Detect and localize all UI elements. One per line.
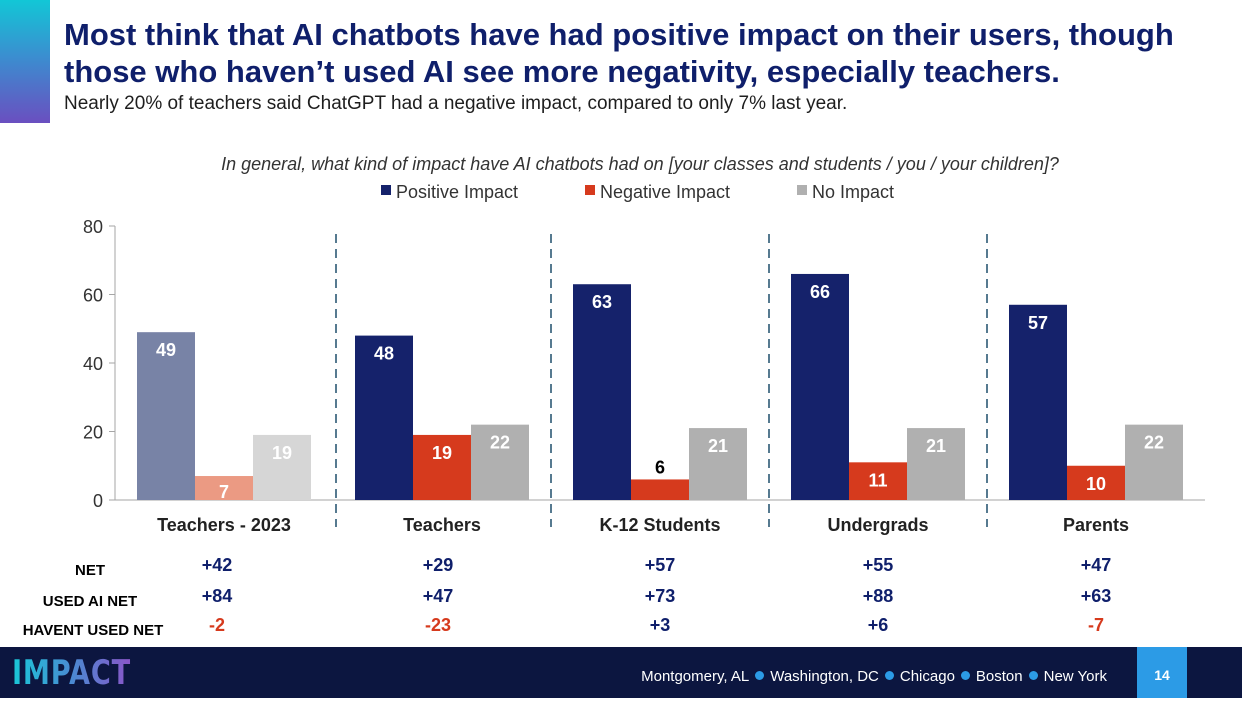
y-tick-label: 0 bbox=[93, 491, 103, 511]
net-value: -23 bbox=[425, 615, 451, 635]
data-label: 10 bbox=[1086, 474, 1106, 494]
data-label: 63 bbox=[592, 292, 612, 312]
net-value: +63 bbox=[1081, 586, 1112, 606]
bar bbox=[573, 284, 631, 500]
data-label: 7 bbox=[219, 482, 229, 502]
bar bbox=[1125, 424, 1183, 500]
data-label: 21 bbox=[926, 436, 946, 456]
impact-chart: In general, what kind of impact have AI … bbox=[23, 154, 1205, 639]
bar bbox=[791, 273, 849, 500]
net-value: +57 bbox=[645, 555, 676, 575]
bullet-dot-icon bbox=[960, 671, 970, 680]
net-row-label: USED AI NET bbox=[43, 593, 137, 610]
location-item: Boston bbox=[975, 668, 1023, 685]
legend-swatch bbox=[797, 185, 807, 195]
category-label: K-12 Students bbox=[599, 515, 720, 535]
page-number: 14 bbox=[1137, 647, 1187, 698]
data-label: 11 bbox=[868, 470, 887, 490]
net-value: +29 bbox=[423, 555, 454, 575]
net-row-label: HAVENT USED NET bbox=[23, 622, 164, 639]
bar bbox=[849, 462, 907, 500]
data-label: 22 bbox=[490, 433, 510, 453]
bar bbox=[253, 434, 311, 500]
net-value: +88 bbox=[863, 586, 894, 606]
data-label: 48 bbox=[374, 344, 394, 364]
y-tick-label: 20 bbox=[83, 423, 103, 443]
category-label: Undergrads bbox=[827, 515, 928, 535]
impact-logo: IMPACT bbox=[12, 653, 131, 693]
data-label: 49 bbox=[156, 340, 176, 360]
data-label: 19 bbox=[272, 443, 292, 463]
net-value: +42 bbox=[202, 555, 233, 575]
location-item: Washington, DC bbox=[770, 668, 879, 685]
location-item: Montgomery, AL bbox=[641, 668, 750, 685]
chart-question: In general, what kind of impact have AI … bbox=[221, 154, 1059, 174]
bullet-dot-icon bbox=[884, 671, 894, 680]
bar bbox=[907, 428, 965, 500]
y-tick-label: 80 bbox=[83, 217, 103, 237]
data-label: 57 bbox=[1028, 313, 1048, 333]
net-value: +73 bbox=[645, 586, 676, 606]
net-value: +3 bbox=[650, 615, 671, 635]
bar bbox=[471, 424, 529, 500]
net-row-label: NET bbox=[75, 562, 105, 579]
category-label: Parents bbox=[1063, 515, 1129, 535]
net-value: +6 bbox=[868, 615, 889, 635]
net-value: +84 bbox=[202, 586, 233, 606]
net-value: +47 bbox=[1081, 555, 1112, 575]
bullet-dot-icon bbox=[1028, 671, 1038, 680]
net-value: +55 bbox=[863, 555, 894, 575]
net-value: -2 bbox=[209, 615, 225, 635]
bar bbox=[689, 428, 747, 500]
legend-swatch bbox=[381, 185, 391, 195]
bar bbox=[137, 332, 195, 500]
net-value: +47 bbox=[423, 586, 454, 606]
accent-bar bbox=[0, 0, 50, 123]
location-item: New York bbox=[1043, 668, 1107, 685]
data-label: 21 bbox=[708, 436, 728, 456]
bar bbox=[195, 476, 253, 500]
category-label: Teachers bbox=[403, 515, 481, 535]
bar bbox=[1009, 304, 1067, 500]
category-label: Teachers - 2023 bbox=[157, 515, 291, 535]
data-label: 19 bbox=[432, 443, 452, 463]
y-tick-label: 40 bbox=[83, 354, 103, 374]
slide-title: Most think that AI chatbots have had pos… bbox=[64, 17, 1174, 89]
slide-subtitle: Nearly 20% of teachers said ChatGPT had … bbox=[64, 93, 848, 114]
legend-label: Positive Impact bbox=[396, 182, 518, 202]
net-value: -7 bbox=[1088, 615, 1104, 635]
bar bbox=[631, 479, 689, 500]
data-label: 6 bbox=[655, 457, 665, 477]
legend-label: No Impact bbox=[812, 182, 894, 202]
bar bbox=[413, 434, 471, 500]
legend-label: Negative Impact bbox=[600, 182, 730, 202]
office-locations: Montgomery, AL Washington, DC Chicago Bosto… bbox=[641, 668, 1107, 685]
location-item: Chicago bbox=[899, 668, 955, 685]
bar bbox=[355, 335, 413, 500]
bullet-dot-icon bbox=[755, 671, 765, 680]
data-label: 66 bbox=[810, 282, 830, 302]
bar bbox=[1067, 465, 1125, 500]
data-label: 22 bbox=[1144, 433, 1164, 453]
legend-swatch bbox=[585, 185, 595, 195]
footer: IMPACT Montgomery, AL Washington, DC Chica… bbox=[0, 647, 1242, 698]
y-tick-label: 60 bbox=[83, 286, 103, 306]
